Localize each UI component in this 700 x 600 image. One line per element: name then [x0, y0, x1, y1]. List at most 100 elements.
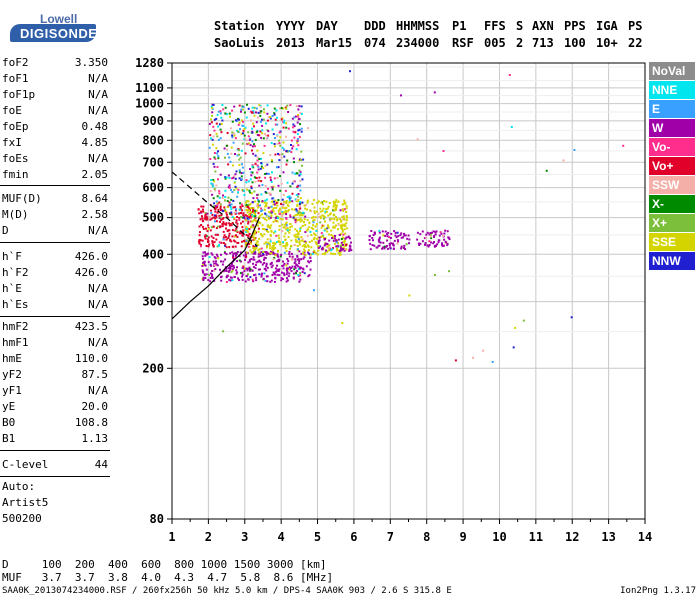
echo-point [276, 135, 279, 138]
echo-point [324, 220, 326, 223]
echo-point [313, 249, 316, 252]
echo-point [237, 277, 239, 280]
echo-point [275, 109, 278, 112]
param-row: MUF(D) 8.64 [0, 192, 108, 206]
echo-point [289, 185, 292, 188]
echo-point [199, 239, 202, 242]
echo-point [218, 244, 220, 247]
echo-point [246, 269, 249, 272]
echo-point [212, 245, 215, 248]
echo-point [292, 157, 295, 160]
echo-point [213, 165, 216, 168]
echo-point [403, 232, 405, 235]
echo-point [274, 153, 277, 156]
echo-point [255, 245, 258, 248]
echo-point [266, 163, 269, 166]
echo-point [209, 263, 212, 266]
echo-point [220, 279, 223, 282]
echo-point [236, 266, 238, 269]
echo-point [271, 128, 274, 131]
echo-point [286, 181, 289, 184]
echo-point [221, 263, 224, 266]
param-row: h`F 426.0 [0, 250, 108, 264]
echo-point [371, 244, 374, 246]
echo-point [341, 203, 344, 206]
param-key: B0 [2, 416, 16, 429]
echo-point [234, 153, 236, 155]
echo-point [237, 118, 240, 121]
echo-point [332, 236, 335, 239]
echo-point [259, 261, 262, 264]
echo-point [212, 225, 215, 228]
echo-point [283, 245, 286, 248]
echo-point [270, 180, 273, 183]
echo-point [222, 222, 225, 225]
echo-point [257, 198, 260, 201]
echo-point [228, 177, 231, 179]
echo-point [262, 251, 265, 253]
echo-point [240, 178, 243, 181]
echo-point [282, 241, 285, 244]
echo-point [249, 249, 252, 252]
echo-point [249, 178, 252, 181]
echo-point [309, 253, 312, 256]
echo-point [245, 116, 248, 119]
echo-point [308, 274, 311, 277]
echo-point [326, 210, 328, 213]
echo-point [203, 235, 206, 238]
echo-point [221, 104, 224, 106]
echo-point [240, 245, 243, 248]
echo-point [236, 154, 239, 157]
echo-point [300, 159, 302, 161]
echo-point [240, 216, 242, 218]
echo-point [336, 247, 339, 250]
echo-point [345, 219, 348, 222]
echo-point [247, 235, 250, 237]
echo-point [212, 178, 215, 181]
echo-point [248, 216, 251, 219]
echo-point [249, 213, 252, 216]
echo-point [314, 216, 317, 219]
echo-point [302, 267, 305, 270]
echo-point [276, 142, 279, 145]
echo-point [229, 127, 232, 130]
echo-point [209, 276, 212, 279]
virtual-height-trace [171, 217, 260, 320]
echo-point [260, 234, 263, 237]
echo-point [233, 239, 235, 242]
echo-point [258, 216, 260, 219]
param-value: 426.0 [74, 266, 108, 279]
echo-point [235, 208, 238, 211]
echo-point [289, 247, 292, 250]
echo-point [310, 226, 313, 229]
echo-point [321, 246, 324, 249]
echo-point [219, 110, 222, 113]
echo-point [265, 269, 268, 272]
echo-point [277, 166, 280, 169]
y-tick-label: 1000 [135, 97, 164, 111]
x-tick-label: 2 [205, 530, 212, 544]
echo-point [233, 175, 236, 178]
echo-point [297, 213, 300, 216]
echo-point [427, 245, 430, 248]
echo-point [307, 249, 310, 252]
chart-echoes [197, 70, 625, 363]
echo-point [245, 139, 248, 142]
echo-point [268, 211, 271, 214]
echo-point [408, 238, 411, 241]
echo-point [240, 149, 243, 152]
echo-point [229, 267, 232, 270]
echo-point [442, 150, 445, 152]
param-row: foF1 N/A [0, 72, 108, 86]
param-key: h`F2 [2, 266, 29, 279]
echo-point [270, 261, 273, 264]
echo-point [253, 249, 255, 252]
echo-point [224, 244, 227, 247]
echo-point [286, 210, 289, 213]
echo-point [336, 219, 339, 222]
echo-point [231, 136, 234, 139]
echo-point [323, 216, 326, 219]
echo-point [272, 258, 275, 261]
echo-point [216, 211, 219, 214]
echo-point [249, 191, 252, 194]
